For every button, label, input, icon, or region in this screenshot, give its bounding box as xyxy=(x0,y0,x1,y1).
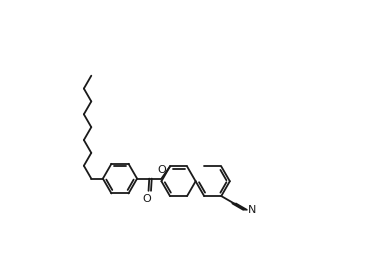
Text: O: O xyxy=(157,165,166,175)
Text: N: N xyxy=(248,205,256,215)
Text: O: O xyxy=(143,194,152,204)
